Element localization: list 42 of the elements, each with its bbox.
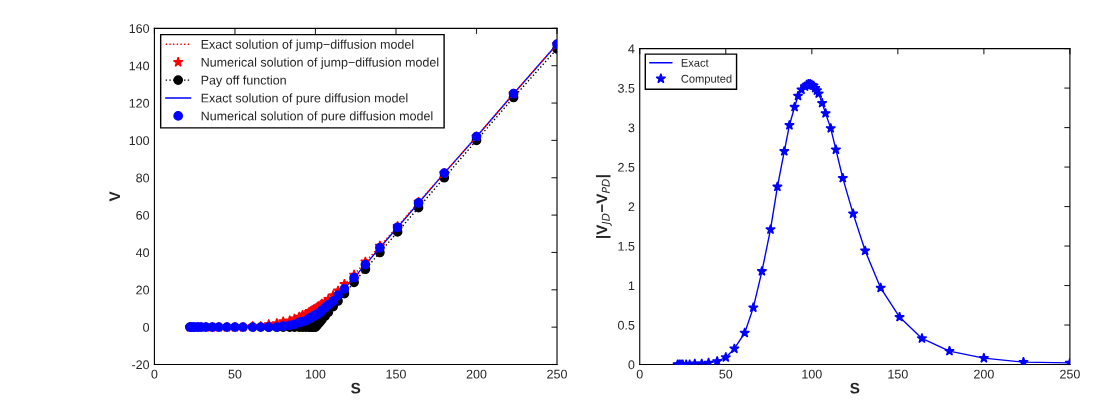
y-tick-label: 4 xyxy=(628,44,635,54)
y-tick-label: 140 xyxy=(129,61,150,71)
y-tick-label: 0.5 xyxy=(617,320,635,330)
y-tick-label: 2.5 xyxy=(618,162,635,172)
y-tick-label: 100 xyxy=(129,136,150,146)
y-tick-label: 20 xyxy=(136,285,150,295)
x-tick-label: 200 xyxy=(974,369,994,379)
y-tick-label: -20 xyxy=(132,360,150,370)
legend-label: Exact solution of jump−diffusion model xyxy=(201,39,414,52)
y-tick-label: 3.5 xyxy=(617,83,635,93)
legend-label: Numerical solution of pure diffusion model xyxy=(201,111,433,123)
y-axis-title: |V$_{JD}$−V$_{PD}$| xyxy=(596,175,612,238)
x-tick-label: 50 xyxy=(228,369,242,379)
y-tick-label: 80 xyxy=(136,173,150,183)
y-tick-label: 2 xyxy=(628,202,635,212)
y-tick-label: 0 xyxy=(143,322,150,332)
y-axis-title: V xyxy=(109,191,120,202)
y-tick-label: 3 xyxy=(628,123,635,133)
x-axis-title: S xyxy=(850,382,860,394)
legend-label: Pay off function xyxy=(201,75,286,88)
x-tick-label: 200 xyxy=(466,369,487,379)
x-tick-label: 250 xyxy=(1060,369,1080,379)
y-tick-label: 120 xyxy=(129,98,150,108)
x-tick-label: 100 xyxy=(802,369,822,379)
y-tick-label: 60 xyxy=(136,210,150,220)
x-tick-label: 50 xyxy=(719,369,733,379)
legend-label: Numerical solution of jump−diffusion model xyxy=(201,57,439,70)
legend-label: Computed xyxy=(681,74,732,85)
x-tick-label: 100 xyxy=(305,369,326,379)
legend-label: Exact xyxy=(681,59,709,67)
x-axis-title: S xyxy=(351,382,361,394)
y-tick-label: 160 xyxy=(129,24,150,33)
x-tick-label: 150 xyxy=(386,369,406,379)
y-tick-label: 1 xyxy=(628,281,635,291)
y-tick-label: 0 xyxy=(628,360,635,370)
y-tick-label: 1.5 xyxy=(618,241,635,251)
x-tick-label: 150 xyxy=(888,369,908,379)
y-tick-label: 40 xyxy=(135,248,150,258)
x-tick-label: 0 xyxy=(151,369,158,379)
x-tick-label: 0 xyxy=(636,369,643,379)
legend-label: Exact solution of pure diffusion model xyxy=(201,93,408,105)
x-tick-label: 250 xyxy=(547,369,567,379)
